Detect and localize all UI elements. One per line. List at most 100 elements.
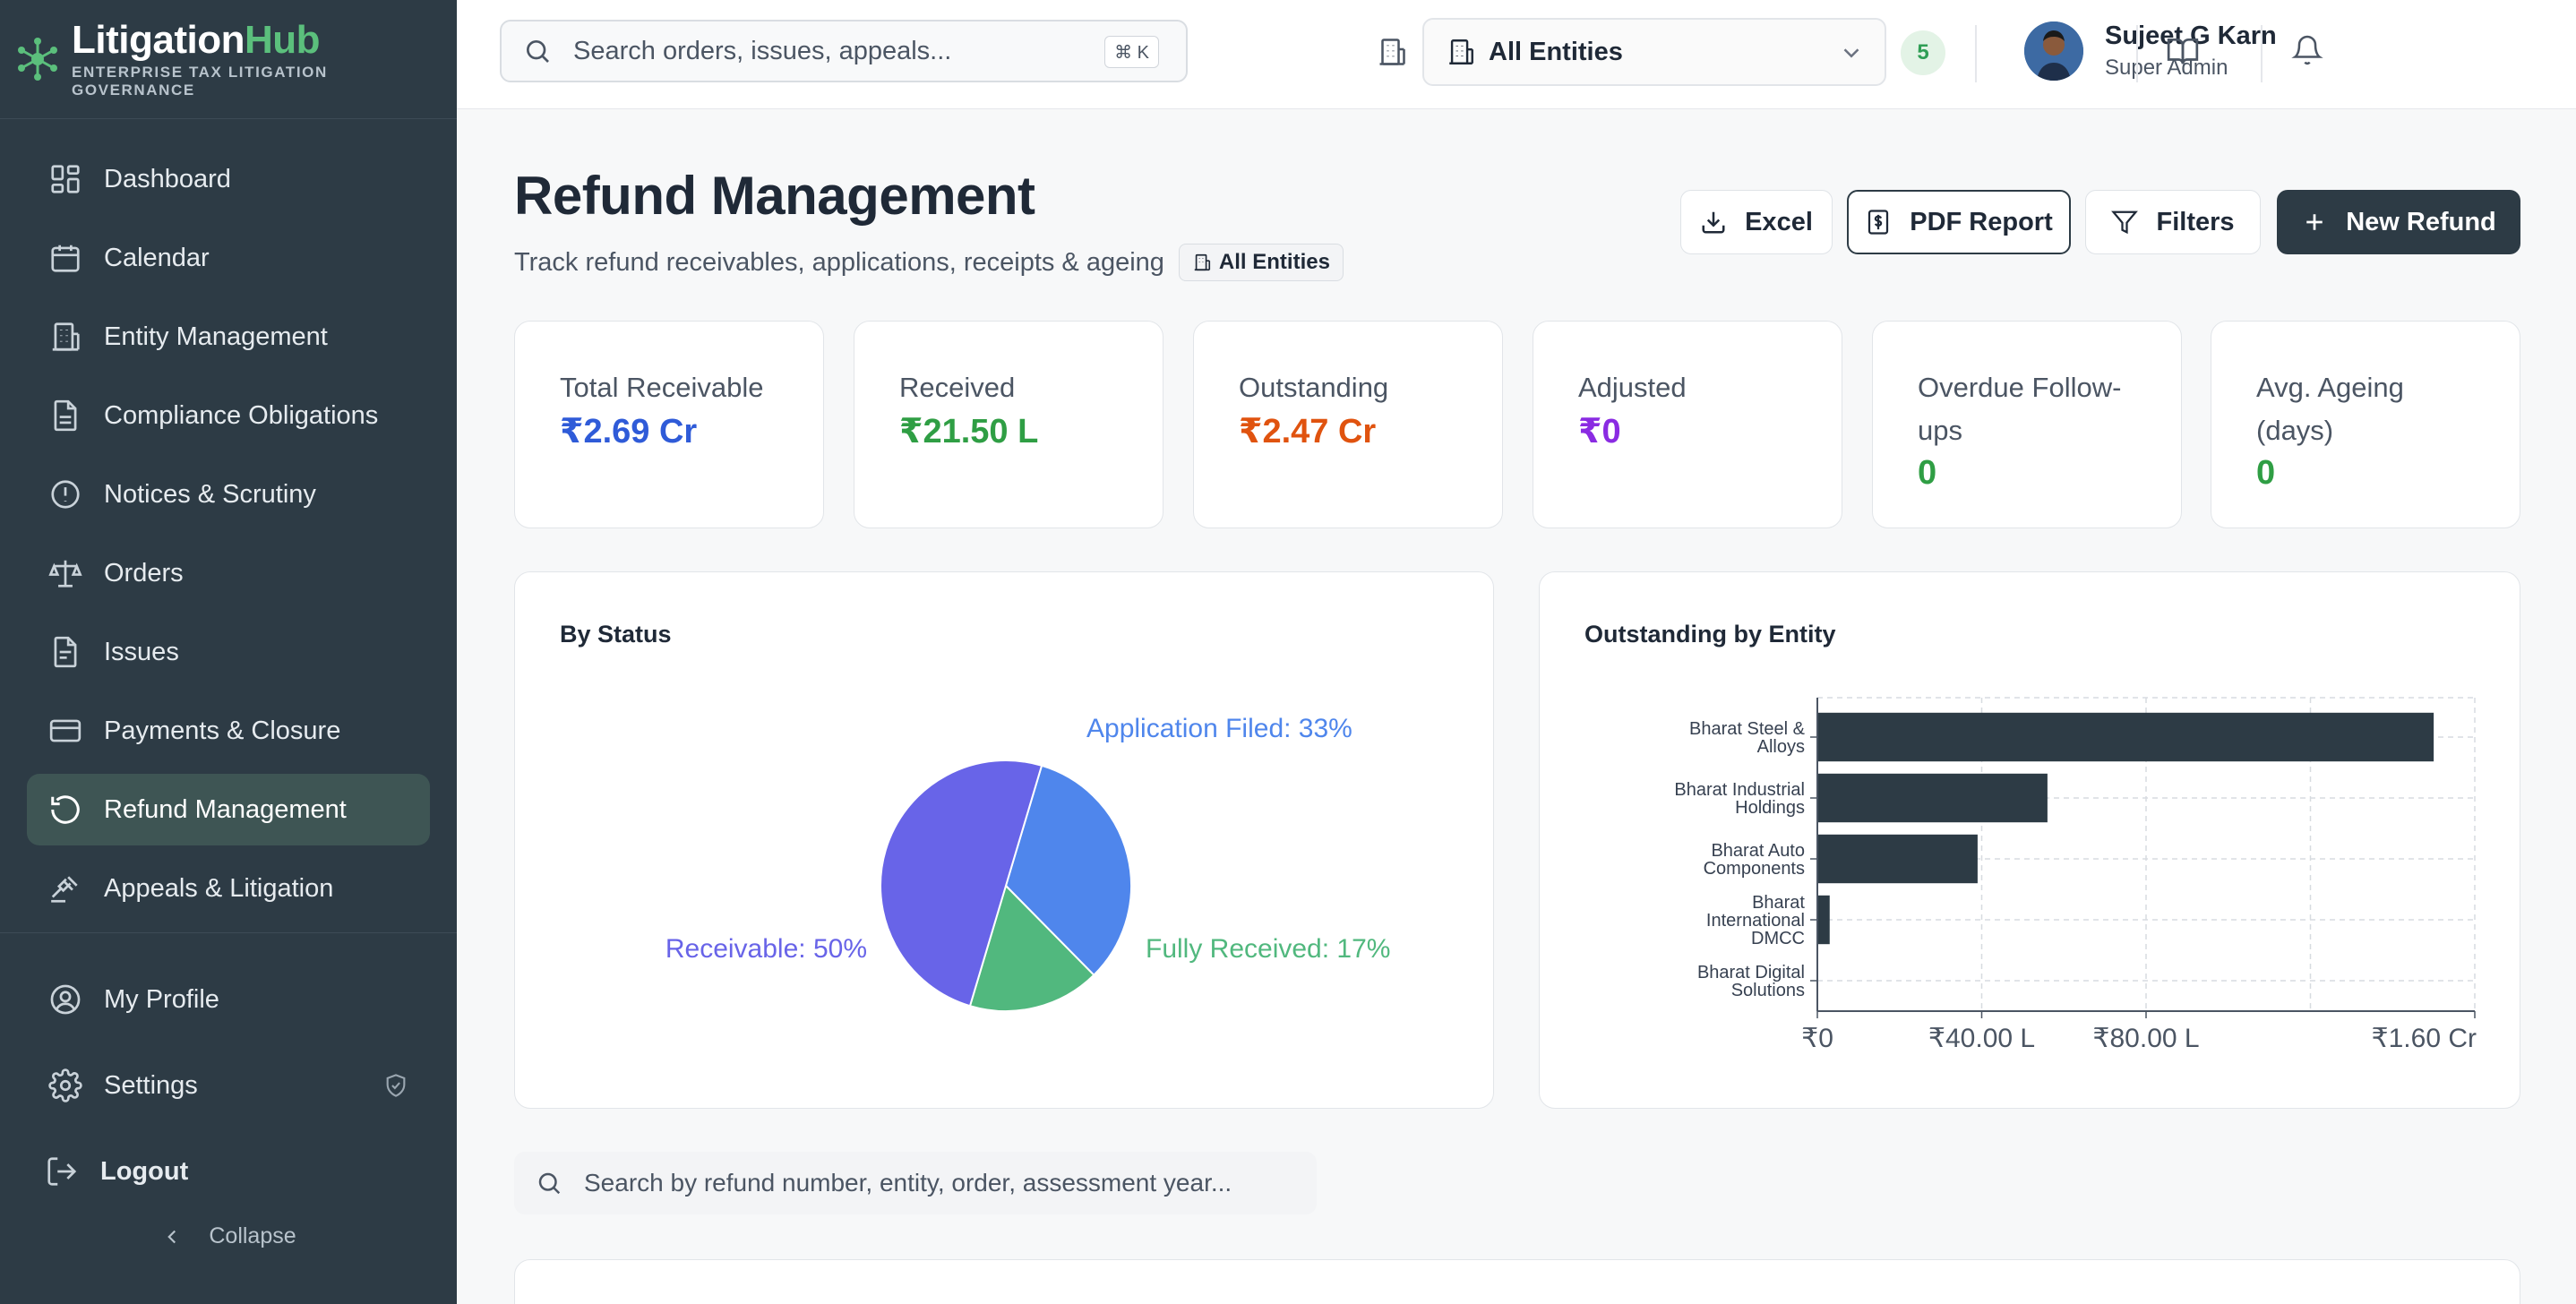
stat-value: ₹2.47 Cr: [1239, 413, 1377, 450]
sidebar-item-logout[interactable]: Logout: [27, 1136, 430, 1207]
search-icon: [538, 1172, 561, 1195]
stat-label: Total Receivable: [560, 372, 764, 403]
alert-circle-icon: [51, 480, 80, 509]
pie-slice-application-filed[interactable]: [1004, 764, 1132, 977]
entity-select-value: All Entities: [1489, 37, 1623, 66]
bar-0[interactable]: [1817, 712, 2434, 762]
new-refund-button[interactable]: New Refund: [2277, 190, 2520, 254]
stat-label: Outstanding: [1239, 372, 1389, 403]
download-icon: [1702, 211, 1725, 234]
stat-label: Overdue Follow-ups: [1918, 372, 2122, 446]
category-label-line: Solutions: [1731, 981, 1805, 1000]
file-dollar-icon: [1868, 210, 1889, 235]
pie-slice-fully-received[interactable]: [968, 884, 1095, 1012]
brand[interactable]: LitigationHub ENTERPRISE TAX LITIGATION …: [0, 0, 457, 119]
outstanding-chart-card: Outstanding by Entity Bharat Steel & Allo…: [1539, 571, 2520, 1109]
category-label-line: Bharat Auto: [1711, 841, 1805, 861]
stat-value: ₹0: [1578, 413, 1621, 450]
sidebar-item-label: Dashboard: [104, 164, 231, 193]
sidebar-item-label: Notices & Scrutiny: [104, 479, 316, 509]
building-icon: [1194, 253, 1210, 271]
pie-label: Application Filed: 33%: [1086, 714, 1352, 743]
sidebar-divider: [0, 932, 457, 933]
category-label-line: Bharat Digital: [1697, 963, 1805, 982]
sidebar-item-compliance-obligations[interactable]: Compliance Obligations: [27, 380, 430, 451]
plus-icon: [2306, 214, 2323, 230]
header-divider: [1975, 25, 1977, 82]
refund-search-input[interactable]: Search by refund number, entity, order, …: [514, 1152, 1317, 1214]
category-label-line: Bharat Industrial: [1674, 780, 1805, 800]
filters-label: Filters: [2156, 207, 2235, 236]
brand-name: LitigationHub: [72, 18, 321, 62]
pdf-report-button[interactable]: PDF Report: [1847, 190, 2071, 254]
category-label-line: DMCC: [1751, 929, 1805, 948]
avatar[interactable]: [2024, 21, 2083, 81]
pie-slice-receivable[interactable]: [879, 759, 1043, 1008]
category-label-line: Components: [1704, 859, 1805, 879]
category-label-line: International: [1706, 911, 1805, 931]
sidebar-item-calendar[interactable]: Calendar: [27, 222, 430, 294]
category-label: Bharat International DMCC: [1706, 893, 1806, 948]
chevron-down-icon: [1843, 48, 1859, 58]
pie-label: Fully Received: 17%: [1146, 934, 1390, 964]
sidebar-item-label: Issues: [104, 637, 179, 666]
sidebar-item-issues[interactable]: Issues: [27, 616, 430, 688]
gavel-icon: [51, 876, 78, 903]
stat-value: 0: [1918, 454, 1937, 492]
top-header: Search orders, issues, appeals... ⌘ K Al…: [457, 0, 2576, 109]
bar-3[interactable]: [1817, 895, 1830, 945]
entity-chip-label: All Entities: [1218, 250, 1330, 274]
page-subtitle: Track refund receivables, applications, …: [514, 244, 1344, 281]
excel-export-button[interactable]: Excel: [1680, 190, 1833, 254]
filter-icon: [2111, 210, 2139, 235]
chart-title: By Status: [560, 621, 672, 648]
sidebar-item-my-profile[interactable]: My Profile: [27, 964, 430, 1035]
credit-card-icon: [49, 719, 82, 742]
collapse-button[interactable]: Collapse: [0, 1223, 457, 1249]
bar-2[interactable]: [1817, 834, 1978, 884]
entity-count-badge: 5: [1901, 30, 1945, 75]
entity-select[interactable]: All Entities: [1422, 18, 1886, 86]
network-logo-icon: [18, 38, 57, 81]
brand-tagline: ENTERPRISE TAX LITIGATION GOVERNANCE: [72, 64, 328, 99]
sidebar-item-dashboard[interactable]: Dashboard: [27, 143, 430, 215]
shield-check-icon: [386, 1074, 406, 1097]
outstanding-bar-chart: Bharat Steel & Alloys Bharat Industrial Hol…: [1674, 697, 2477, 1053]
bell-icon[interactable]: [2291, 34, 2323, 66]
sidebar-item-refund-management[interactable]: Refund Management: [27, 774, 430, 845]
category-label-line: Holdings: [1735, 798, 1805, 818]
page-subtitle-text: Track refund receivables, applications, …: [514, 247, 1164, 277]
stat-card-received: Received ₹21.50 L: [854, 321, 1163, 528]
file-text-icon: [54, 636, 77, 668]
sidebar-item-payments-closure[interactable]: Payments & Closure: [27, 695, 430, 767]
sidebar-item-notices-scrutiny[interactable]: Notices & Scrutiny: [27, 459, 430, 530]
filters-button[interactable]: Filters: [2085, 190, 2261, 254]
sidebar-item-label: Settings: [104, 1070, 198, 1100]
sidebar-item-entity-management[interactable]: Entity Management: [27, 301, 430, 373]
user-photo-icon: [2024, 21, 2083, 81]
stat-card-avg-ageing: Avg. Ageing (days) 0: [2211, 321, 2520, 528]
document-icon: [54, 399, 77, 432]
stat-card-adjusted: Adjusted ₹0: [1533, 321, 1842, 528]
entity-chip: All Entities: [1178, 244, 1344, 281]
user-role: Super Admin: [2105, 56, 2228, 80]
page-title: Refund Management: [514, 166, 1035, 226]
category-label: Bharat Digital Solutions: [1697, 963, 1805, 1000]
refund-search-placeholder: Search by refund number, entity, order, …: [584, 1169, 1232, 1197]
category-label: Bharat Industrial Holdings: [1674, 780, 1805, 818]
x-tick-label: ₹80.00 L: [2092, 1024, 2199, 1053]
user-name[interactable]: Sujeet G Karn: [2105, 21, 2277, 50]
sidebar-item-label: Appeals & Litigation: [104, 873, 334, 903]
sidebar-item-orders[interactable]: Orders: [27, 537, 430, 609]
refresh-icon: [51, 795, 80, 824]
search-placeholder: Search orders, issues, appeals...: [573, 36, 952, 65]
building-icon: [1449, 39, 1473, 64]
book-open-icon[interactable]: [2166, 34, 2200, 68]
stat-card-overdue-follow-ups: Overdue Follow-ups 0: [1872, 321, 2182, 528]
category-label: Bharat Auto Components: [1704, 841, 1805, 879]
category-label: Bharat Steel & Alloys: [1689, 719, 1806, 757]
bar-1[interactable]: [1817, 773, 2048, 823]
global-search-input[interactable]: Search orders, issues, appeals... ⌘ K: [500, 20, 1188, 82]
sidebar-item-settings[interactable]: Settings: [27, 1050, 430, 1121]
sidebar-item-appeals-litigation[interactable]: Appeals & Litigation: [27, 853, 430, 924]
